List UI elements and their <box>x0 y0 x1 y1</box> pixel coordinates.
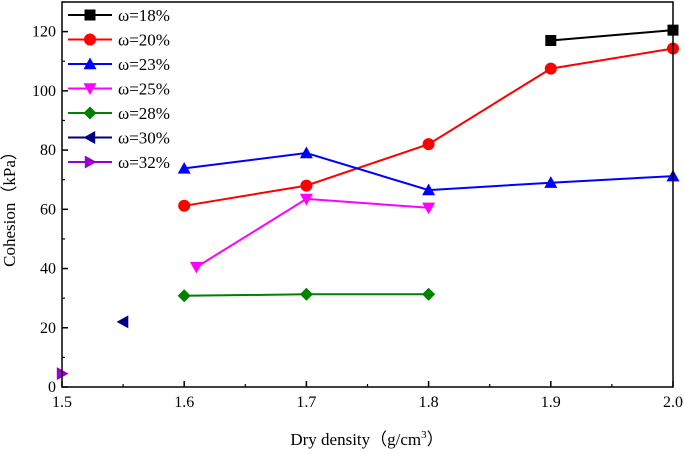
legend: ω=18% ω=20% ω=23% ω=25% ω=28% ω=30% ω=32% <box>68 6 170 172</box>
legend-marker <box>83 57 97 70</box>
y-tick-label: 100 <box>32 83 56 100</box>
y-tick-label: 120 <box>32 24 56 41</box>
y-tick-label: 20 <box>40 320 56 337</box>
data-point <box>178 199 191 212</box>
data-point <box>299 287 313 301</box>
legend-label: ω=20% <box>118 31 170 50</box>
data-point <box>299 146 313 159</box>
legend-item: ω=30% <box>68 129 170 148</box>
series-2 <box>178 42 679 212</box>
data-point <box>422 183 436 196</box>
x-tick-label: 1.7 <box>296 394 316 411</box>
series-6 <box>116 315 129 329</box>
x-axis-title-superscript: 3 <box>421 429 427 441</box>
legend-label: ω=23% <box>118 55 170 74</box>
legend-label: ω=18% <box>118 6 170 25</box>
data-point <box>300 179 313 192</box>
x-axis-title-end: ） <box>427 430 444 449</box>
legend-marker <box>84 155 97 169</box>
series-line <box>184 47 674 207</box>
legend-marker <box>84 9 96 21</box>
legend-item: ω=23% <box>68 55 170 74</box>
x-tick-label: 2.0 <box>663 394 683 411</box>
y-tick-label: 40 <box>40 261 56 278</box>
data-point <box>544 176 558 188</box>
series-line <box>550 29 674 42</box>
data-point <box>177 161 191 174</box>
data-point <box>544 62 557 75</box>
legend-marker <box>83 106 97 120</box>
legend-marker <box>83 131 96 144</box>
series-5 <box>177 287 436 303</box>
series-3 <box>177 146 680 196</box>
y-tick-label: 80 <box>40 142 56 159</box>
legend-label: ω=30% <box>118 129 170 148</box>
y-tick-label: 60 <box>40 201 56 218</box>
legend-item: ω=25% <box>68 80 170 99</box>
legend-item: ω=32% <box>68 153 170 172</box>
x-tick-label: 1.8 <box>419 394 439 411</box>
legend-item: ω=18% <box>68 6 170 25</box>
data-point <box>116 315 129 329</box>
legend-label: ω=28% <box>118 104 170 123</box>
data-point <box>422 202 436 215</box>
series-line <box>195 197 429 268</box>
series-4 <box>189 193 436 274</box>
data-point <box>422 138 435 151</box>
legend-item: ω=20% <box>68 31 170 50</box>
legend-label: ω=25% <box>118 80 170 99</box>
series-1 <box>545 24 679 46</box>
y-axis-title: Cohesion（kPa） <box>0 143 19 267</box>
y-tick-label: 0 <box>48 379 56 396</box>
data-point <box>545 35 557 46</box>
x-tick-label: 1.9 <box>541 394 561 411</box>
data-point <box>422 287 436 301</box>
data-point <box>189 261 203 274</box>
legend-item: ω=28% <box>68 104 170 123</box>
legend-marker <box>83 83 97 95</box>
data-point <box>177 289 191 303</box>
x-axis-title: Dry density（g/cm3） <box>290 429 443 449</box>
x-tick-label: 1.5 <box>52 394 72 411</box>
data-point <box>299 193 313 206</box>
legend-marker <box>84 33 96 46</box>
x-tick-label: 1.6 <box>174 394 194 411</box>
legend-label: ω=32% <box>118 153 170 172</box>
